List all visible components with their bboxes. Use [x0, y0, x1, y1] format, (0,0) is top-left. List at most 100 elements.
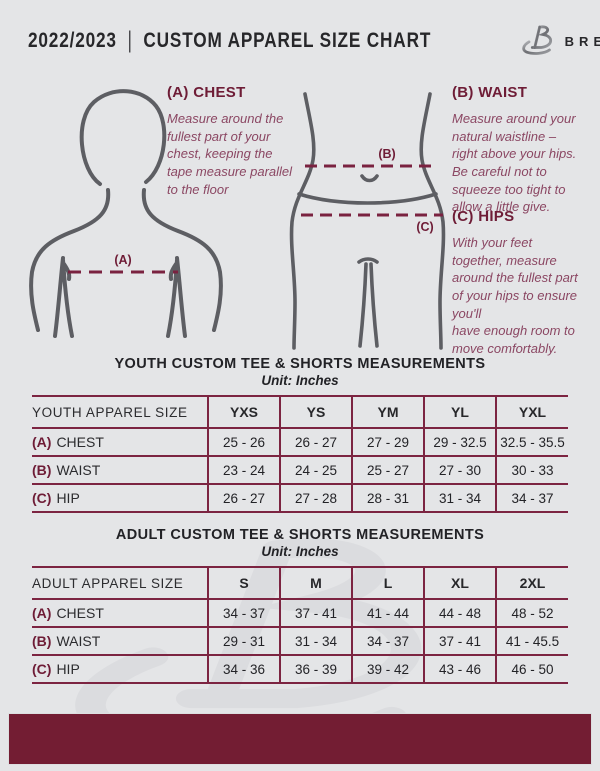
footer-accent-bar: [8, 713, 592, 765]
chest-instructions: (A) CHEST Measure around the fullest par…: [167, 84, 312, 198]
measurement-value: 34 - 36: [207, 655, 280, 683]
brand-logo: BREAKAWAY: [520, 22, 600, 60]
youth-table-header-row: YOUTH APPAREL SIZE YXS YS YM YL YXL: [32, 396, 568, 428]
title-separator: |: [127, 27, 133, 54]
adult-table-unit: Unit: Inches: [261, 544, 339, 559]
measurement-value: 34 - 37: [207, 599, 280, 627]
head-outline: [79, 89, 167, 186]
row-label-prefix: (C): [32, 661, 52, 677]
measurement-value: 25 - 27: [351, 456, 424, 484]
waist-instructions-body: Measure around your natural waistline – …: [452, 111, 577, 215]
waist-instructions-heading: (B) WAIST: [452, 84, 528, 101]
measurement-value: 32.5 - 35.5: [495, 428, 568, 456]
title-text: CUSTOM APPAREL SIZE CHART: [143, 29, 432, 52]
row-label-text: WAIST: [56, 633, 101, 649]
youth-table-unit: Unit: Inches: [261, 373, 339, 388]
page-header: 2022/2023 | CUSTOM APPAREL SIZE CHART: [28, 20, 600, 62]
left-torso-outline: [289, 92, 316, 350]
adult-table-title: ADULT CUSTOM TEE & SHORTS MEASUREMENTS: [115, 527, 485, 543]
size-header-s: S: [207, 567, 280, 599]
page-title: 2022/2023 | CUSTOM APPAREL SIZE CHART: [28, 27, 432, 54]
measurement-value: 44 - 48: [423, 599, 496, 627]
adult-size-column-header: ADULT APPAREL SIZE: [32, 575, 184, 591]
hips-instructions-heading: (C) HIPS: [452, 208, 515, 225]
youth-table-title: YOUTH CUSTOM TEE & SHORTS MEASUREMENTS: [114, 356, 486, 372]
upper-body-figure: (A): [29, 89, 223, 338]
hips-instructions-body: With your feet together, measure around …: [452, 235, 578, 357]
row-label-text: HIP: [56, 490, 80, 506]
left-armpit-lines: [53, 256, 74, 338]
measurement-value: 43 - 46: [423, 655, 496, 683]
chest-instructions-heading: (A) CHEST: [167, 84, 246, 101]
waist-instructions: (B) WAIST Measure around your natural wa…: [452, 84, 597, 216]
measurement-value: 26 - 27: [207, 484, 280, 512]
chest-line-label: (A): [114, 253, 131, 267]
left-shoulder-arm: [29, 188, 111, 332]
row-label-text: HIP: [56, 661, 80, 677]
measurement-value: 31 - 34: [279, 627, 352, 655]
season-label: 2022/2023: [28, 29, 117, 52]
adult-size-table: ADULT APPAREL SIZE S M L XL 2XL (A) CHEST…: [32, 566, 568, 684]
youth-table-section: YOUTH CUSTOM TEE & SHORTS MEASUREMENTS U…: [32, 356, 568, 513]
row-label-prefix: (B): [32, 633, 52, 649]
measurement-value: 27 - 29: [351, 428, 424, 456]
size-header-m: M: [279, 567, 352, 599]
measurement-value: 29 - 32.5: [423, 428, 496, 456]
measurement-value: 26 - 27: [279, 428, 352, 456]
monogram-svg: [521, 25, 552, 55]
measurement-value: 28 - 31: [351, 484, 424, 512]
row-label-prefix: (A): [32, 434, 52, 450]
measurement-value: 31 - 34: [423, 484, 496, 512]
hips-instructions: (C) HIPS With your feet together, measur…: [452, 208, 600, 358]
row-label-text: CHEST: [56, 434, 104, 450]
row-label: (C) HIP: [32, 655, 208, 683]
row-label: (C) HIP: [32, 484, 208, 512]
measurement-value: 37 - 41: [423, 627, 496, 655]
measurement-diagram-section: (A) (B) (C) (A) CHEST Measure around the…: [0, 0, 600, 358]
adult-waist-row: (B) WAIST 29 - 31 31 - 34 34 - 37 37 - 41…: [32, 627, 568, 655]
measurement-value: 23 - 24: [207, 456, 280, 484]
size-header-ym: YM: [351, 396, 424, 428]
measurement-value: 27 - 28: [279, 484, 352, 512]
row-label: (B) WAIST: [32, 627, 208, 655]
waist-line-label: (B): [378, 147, 395, 161]
youth-chest-row: (A) CHEST 25 - 26 26 - 27 27 - 29 29 - 32…: [32, 428, 568, 456]
measurement-value: 29 - 31: [207, 627, 280, 655]
left-inner-leg: [358, 262, 368, 348]
waistband-curve: [297, 192, 438, 205]
measurement-value: 41 - 44: [351, 599, 424, 627]
measurement-value: 25 - 26: [207, 428, 280, 456]
youth-waist-row: (B) WAIST 23 - 24 24 - 25 25 - 27 27 - 30…: [32, 456, 568, 484]
size-header-ys: YS: [279, 396, 352, 428]
adult-table-section: ADULT CUSTOM TEE & SHORTS MEASUREMENTS U…: [32, 527, 568, 684]
row-label: (B) WAIST: [32, 456, 208, 484]
adult-table-header-row: ADULT APPAREL SIZE S M L XL 2XL: [32, 567, 568, 599]
brand-name: BREAKAWAY: [564, 33, 600, 49]
hips-line-label: (C): [416, 220, 433, 234]
navel-mark: [360, 174, 379, 183]
adult-chest-row: (A) CHEST 34 - 37 37 - 41 41 - 44 44 - 48…: [32, 599, 568, 627]
measurement-value: 36 - 39: [279, 655, 352, 683]
measurement-value: 27 - 30: [423, 456, 496, 484]
youth-hip-row: (C) HIP 26 - 27 27 - 28 28 - 31 31 - 34 3…: [32, 484, 568, 512]
right-armpit-lines: [166, 256, 187, 338]
measurement-value: 37 - 41: [279, 599, 352, 627]
row-label-prefix: (B): [32, 462, 52, 478]
measurement-value: 39 - 42: [351, 655, 424, 683]
row-label-prefix: (C): [32, 490, 52, 506]
lower-body-figure: (B) (C): [289, 92, 446, 350]
row-label-prefix: (A): [32, 605, 52, 621]
youth-size-table: YOUTH APPAREL SIZE YXS YS YM YL YXL (A) C…: [32, 395, 568, 513]
size-header-2xl: 2XL: [495, 567, 568, 599]
youth-size-column-header: YOUTH APPAREL SIZE: [32, 404, 188, 420]
size-header-yxl: YXL: [495, 396, 568, 428]
breakaway-monogram-icon: [520, 22, 556, 60]
row-label: (A) CHEST: [32, 599, 208, 627]
measurement-value: 24 - 25: [279, 456, 352, 484]
chest-instructions-body: Measure around the fullest part of your …: [167, 111, 293, 197]
size-header-yl: YL: [423, 396, 496, 428]
size-header-l: L: [351, 567, 424, 599]
right-shoulder-arm: [141, 188, 223, 332]
row-label-text: CHEST: [56, 605, 104, 621]
row-label: (A) CHEST: [32, 428, 208, 456]
